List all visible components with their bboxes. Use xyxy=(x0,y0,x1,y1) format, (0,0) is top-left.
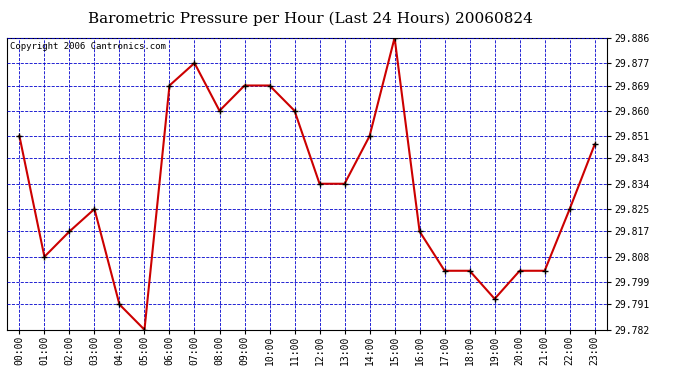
Text: Barometric Pressure per Hour (Last 24 Hours) 20060824: Barometric Pressure per Hour (Last 24 Ho… xyxy=(88,11,533,26)
Text: Copyright 2006 Cantronics.com: Copyright 2006 Cantronics.com xyxy=(10,42,166,51)
